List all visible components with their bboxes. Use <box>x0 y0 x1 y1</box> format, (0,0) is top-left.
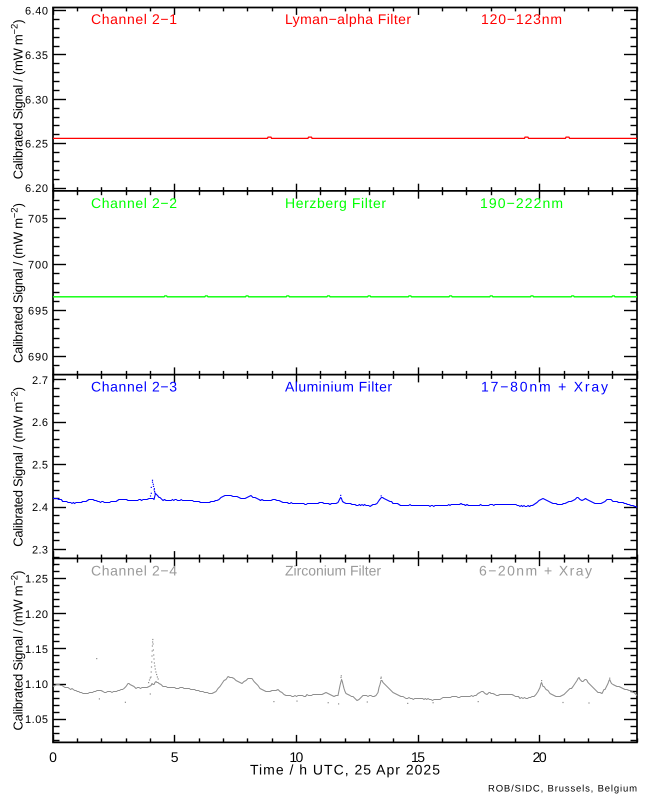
svg-text:2.4: 2.4 <box>32 502 48 514</box>
svg-text:6.40: 6.40 <box>25 6 48 18</box>
svg-text:6.20: 6.20 <box>25 183 48 195</box>
svg-text:2.3: 2.3 <box>32 544 48 556</box>
svg-text:0: 0 <box>49 749 57 765</box>
svg-text:6.25: 6.25 <box>25 139 48 151</box>
svg-text:6.30: 6.30 <box>25 94 48 106</box>
svg-text:190−222nm: 190−222nm <box>480 195 563 211</box>
svg-text:1.05: 1.05 <box>25 714 48 726</box>
svg-text:Channel 2−1: Channel 2−1 <box>91 11 177 27</box>
svg-text:Calibrated Signal / (mW m−2): Calibrated Signal / (mW m−2) <box>10 571 26 731</box>
svg-text:10: 10 <box>289 749 303 765</box>
svg-text:ROB/SIDC, Brussels, Belgium: ROB/SIDC, Brussels, Belgium <box>488 784 637 795</box>
svg-text:120−123nm: 120−123nm <box>481 11 562 27</box>
svg-text:690: 690 <box>28 352 48 364</box>
svg-text:2.6: 2.6 <box>32 417 48 429</box>
svg-text:1.15: 1.15 <box>25 644 48 656</box>
svg-text:15: 15 <box>411 749 425 765</box>
svg-text:Lyman−alpha Filter: Lyman−alpha Filter <box>285 11 411 27</box>
svg-text:6−20nm + Xray: 6−20nm + Xray <box>479 562 592 578</box>
svg-text:17−80nm + Xray: 17−80nm + Xray <box>481 379 608 395</box>
svg-text:1.10: 1.10 <box>25 679 48 691</box>
svg-text:Calibrated Signal / (mW m−2): Calibrated Signal / (mW m−2) <box>10 19 26 179</box>
svg-text:Calibrated Signal / (mW m−2): Calibrated Signal / (mW m−2) <box>10 203 26 363</box>
svg-text:Herzberg Filter: Herzberg Filter <box>285 195 386 211</box>
svg-text:Calibrated Signal / (mW m−2): Calibrated Signal / (mW m−2) <box>10 387 26 547</box>
svg-text:Channel 2−3: Channel 2−3 <box>91 379 177 395</box>
svg-text:1.20: 1.20 <box>25 609 48 621</box>
svg-text:1.25: 1.25 <box>25 574 48 586</box>
svg-text:2.7: 2.7 <box>32 375 48 387</box>
svg-text:700: 700 <box>28 260 48 272</box>
svg-text:2.5: 2.5 <box>32 460 48 472</box>
svg-text:695: 695 <box>28 306 48 318</box>
svg-text:705: 705 <box>28 214 48 226</box>
svg-text:Zirconium Filter: Zirconium Filter <box>285 562 381 578</box>
svg-text:Channel 2−4: Channel 2−4 <box>91 562 177 578</box>
svg-text:Time / h UTC, 25 Apr 2025: Time / h UTC, 25 Apr 2025 <box>250 762 440 778</box>
svg-text:Aluminium Filter: Aluminium Filter <box>285 379 392 395</box>
svg-text:Channel 2−2: Channel 2−2 <box>91 195 177 211</box>
svg-text:20: 20 <box>533 749 547 765</box>
svg-text:5: 5 <box>171 749 179 765</box>
svg-text:6.35: 6.35 <box>25 50 48 62</box>
